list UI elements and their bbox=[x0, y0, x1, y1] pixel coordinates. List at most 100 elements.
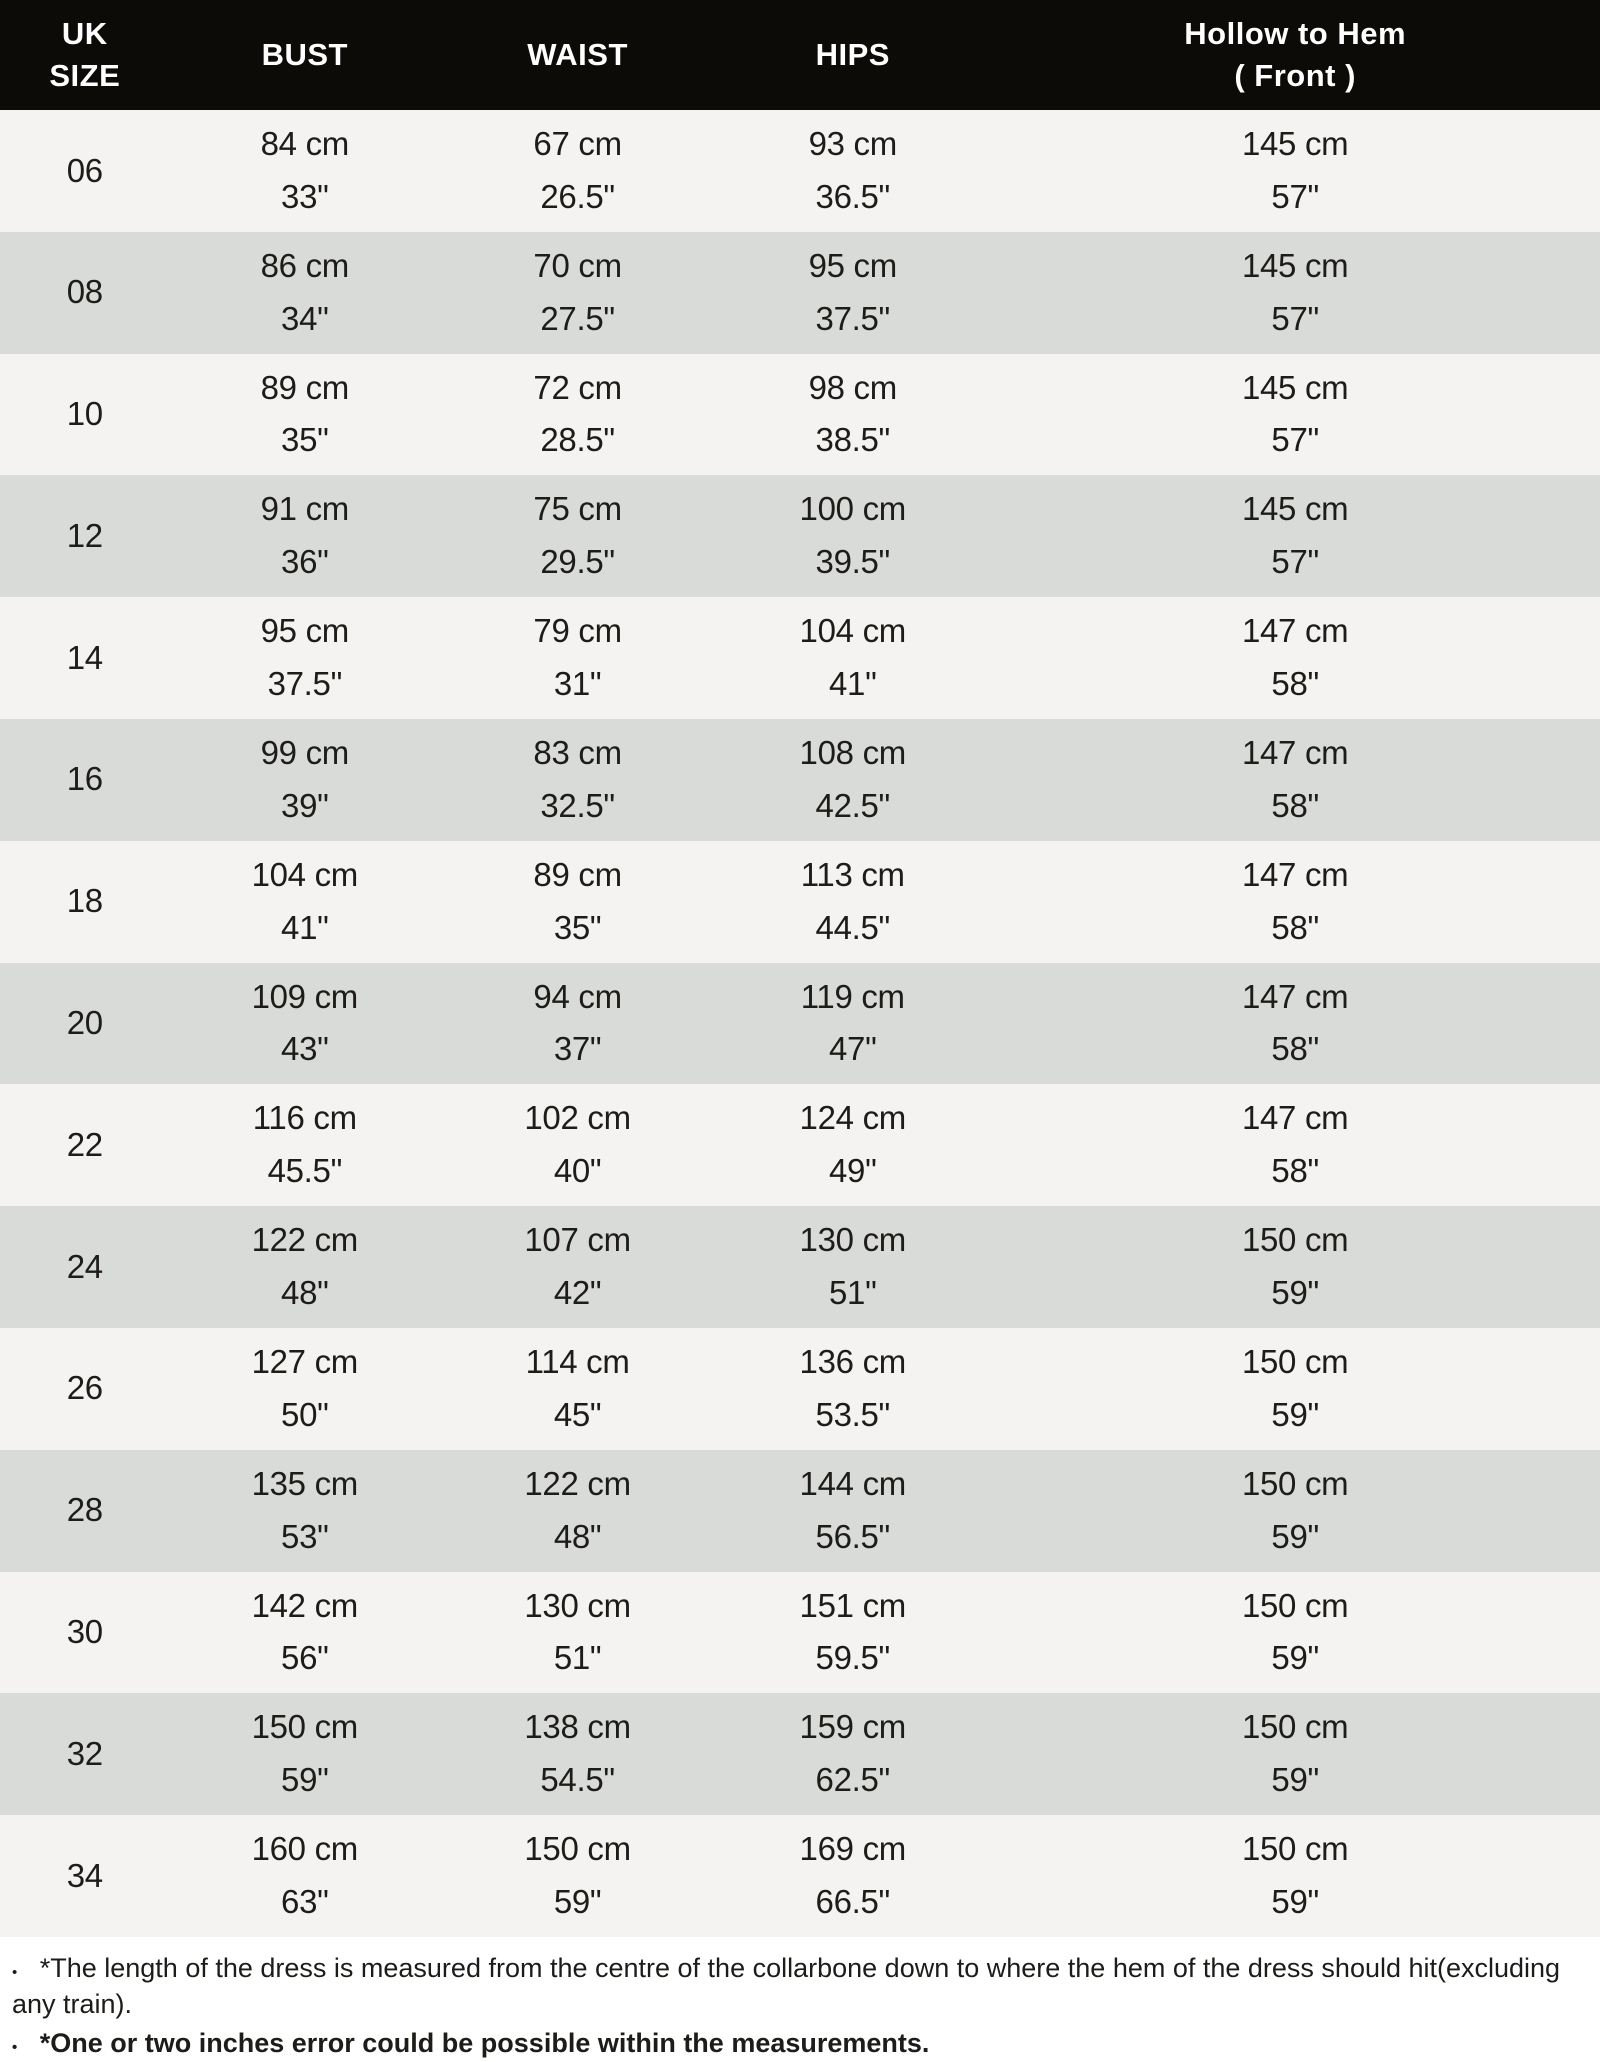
hips-in-value: 56.5" bbox=[815, 1517, 891, 1555]
hollow-in-value: 57" bbox=[1271, 543, 1319, 581]
hollow-in-value: 59" bbox=[1271, 1517, 1319, 1555]
cell-uk-size: 06 bbox=[0, 110, 170, 232]
waist-cm-value: 138 cm bbox=[524, 1708, 631, 1746]
waist-cm-value: 89 cm bbox=[533, 855, 622, 893]
cell-hips: 104 cm 41" bbox=[715, 597, 990, 719]
waist-in-value: 31" bbox=[553, 665, 602, 703]
hollow-cm-value: 147 cm bbox=[1241, 612, 1349, 650]
hollow-cm-value: 145 cm bbox=[1241, 125, 1349, 163]
bust-in-value: 34" bbox=[281, 299, 329, 337]
waist-cm-value: 94 cm bbox=[533, 977, 622, 1015]
hips-cm-value: 169 cm bbox=[799, 1830, 907, 1868]
table-row: 32 150 cm 59" 138 cm 54.5" 159 cm 62.5" … bbox=[0, 1693, 1600, 1816]
hollow-in-value: 57" bbox=[1271, 177, 1319, 215]
hollow-cm-value: 150 cm bbox=[1241, 1343, 1349, 1381]
cell-hips: 119 cm 47" bbox=[715, 963, 990, 1085]
cell-uk-size: 12 bbox=[0, 475, 170, 597]
hollow-in-value: 58" bbox=[1271, 786, 1319, 824]
waist-cm-value: 122 cm bbox=[524, 1464, 631, 1502]
footnote-measurement-error: *One or two inches error could be possib… bbox=[12, 2026, 1576, 2062]
waist-in-value: 32.5" bbox=[540, 786, 615, 824]
cell-waist: 75 cm 29.5" bbox=[440, 475, 715, 597]
cell-waist: 83 cm 32.5" bbox=[440, 719, 715, 841]
bust-cm-value: 95 cm bbox=[260, 612, 350, 650]
bust-in-value: 36" bbox=[281, 543, 329, 581]
bust-in-value: 53" bbox=[281, 1517, 329, 1555]
hips-cm-value: 108 cm bbox=[799, 734, 907, 772]
uk-size-value: 34 bbox=[66, 1856, 103, 1894]
uk-size-value: 20 bbox=[66, 1004, 103, 1042]
waist-cm-value: 75 cm bbox=[533, 490, 622, 528]
bust-cm-value: 122 cm bbox=[251, 1221, 359, 1259]
table-row: 06 84 cm 33" 67 cm 26.5" 93 cm 36.5" 145… bbox=[0, 110, 1600, 232]
cell-hips: 169 cm 66.5" bbox=[715, 1815, 990, 1937]
bust-in-value: 43" bbox=[281, 1030, 329, 1068]
bust-in-value: 39" bbox=[281, 786, 329, 824]
uk-size-value: 08 bbox=[66, 273, 103, 311]
cell-waist: 70 cm 27.5" bbox=[440, 232, 715, 354]
hips-cm-value: 130 cm bbox=[799, 1221, 907, 1259]
hollow-cm-value: 150 cm bbox=[1241, 1221, 1349, 1259]
cell-uk-size: 16 bbox=[0, 719, 170, 841]
cell-bust: 86 cm 34" bbox=[170, 232, 440, 354]
hips-in-value: 53.5" bbox=[815, 1395, 891, 1433]
cell-bust: 135 cm 53" bbox=[170, 1450, 440, 1572]
waist-in-value: 35" bbox=[553, 908, 602, 946]
cell-uk-size: 30 bbox=[0, 1572, 170, 1694]
header-label-line: UK bbox=[61, 16, 108, 52]
hips-in-value: 47" bbox=[829, 1030, 877, 1068]
cell-hollow-to-hem: 145 cm 57" bbox=[990, 232, 1600, 354]
bust-in-value: 35" bbox=[281, 421, 329, 459]
cell-bust: 150 cm 59" bbox=[170, 1693, 440, 1815]
waist-cm-value: 79 cm bbox=[533, 612, 622, 650]
cell-uk-size: 14 bbox=[0, 597, 170, 719]
hips-in-value: 59.5" bbox=[815, 1639, 891, 1677]
hollow-in-value: 58" bbox=[1271, 665, 1319, 703]
hollow-cm-value: 150 cm bbox=[1241, 1586, 1349, 1624]
waist-cm-value: 67 cm bbox=[533, 125, 622, 163]
hollow-cm-value: 150 cm bbox=[1241, 1708, 1349, 1746]
waist-cm-value: 72 cm bbox=[533, 368, 622, 406]
header-label: WAIST bbox=[527, 37, 628, 73]
header-label: HIPS bbox=[815, 37, 890, 73]
cell-hollow-to-hem: 147 cm 58" bbox=[990, 1084, 1600, 1206]
header-label-line: ( Front ) bbox=[1234, 58, 1356, 93]
cell-hollow-to-hem: 147 cm 58" bbox=[990, 841, 1600, 963]
waist-cm-value: 107 cm bbox=[524, 1221, 631, 1259]
uk-size-value: 24 bbox=[66, 1247, 103, 1285]
cell-bust: 116 cm 45.5" bbox=[170, 1084, 440, 1206]
hollow-cm-value: 150 cm bbox=[1241, 1830, 1349, 1868]
cell-uk-size: 28 bbox=[0, 1450, 170, 1572]
table-row: 34 160 cm 63" 150 cm 59" 169 cm 66.5" 15… bbox=[0, 1815, 1600, 1937]
bust-cm-value: 160 cm bbox=[251, 1830, 359, 1868]
bust-in-value: 41" bbox=[281, 908, 329, 946]
cell-uk-size: 24 bbox=[0, 1206, 170, 1328]
column-header-uk-size: UK SIZE bbox=[0, 0, 170, 110]
waist-cm-value: 114 cm bbox=[525, 1343, 630, 1381]
cell-hollow-to-hem: 147 cm 58" bbox=[990, 719, 1600, 841]
bust-cm-value: 91 cm bbox=[260, 490, 350, 528]
waist-cm-value: 102 cm bbox=[524, 1099, 631, 1137]
cell-waist: 72 cm 28.5" bbox=[440, 354, 715, 476]
hollow-in-value: 59" bbox=[1271, 1639, 1319, 1677]
bust-cm-value: 109 cm bbox=[251, 977, 359, 1015]
table-row: 24 122 cm 48" 107 cm 42" 130 cm 51" 150 … bbox=[0, 1206, 1600, 1328]
cell-hollow-to-hem: 150 cm 59" bbox=[990, 1328, 1600, 1450]
hips-in-value: 66.5" bbox=[815, 1883, 891, 1921]
cell-waist: 130 cm 51" bbox=[440, 1572, 715, 1694]
hips-cm-value: 104 cm bbox=[799, 612, 907, 650]
cell-bust: 104 cm 41" bbox=[170, 841, 440, 963]
hips-cm-value: 159 cm bbox=[799, 1708, 907, 1746]
hips-cm-value: 136 cm bbox=[799, 1343, 907, 1381]
table-row: 16 99 cm 39" 83 cm 32.5" 108 cm 42.5" 14… bbox=[0, 718, 1600, 841]
waist-cm-value: 83 cm bbox=[533, 734, 622, 772]
hips-cm-value: 151 cm bbox=[799, 1586, 907, 1624]
uk-size-value: 32 bbox=[66, 1734, 103, 1772]
hollow-cm-value: 147 cm bbox=[1241, 734, 1349, 772]
hollow-cm-value: 145 cm bbox=[1241, 490, 1349, 528]
waist-cm-value: 70 cm bbox=[533, 246, 622, 284]
cell-bust: 95 cm 37.5" bbox=[170, 597, 440, 719]
hips-in-value: 44.5" bbox=[815, 908, 891, 946]
cell-hips: 151 cm 59.5" bbox=[715, 1572, 990, 1694]
cell-hollow-to-hem: 145 cm 57" bbox=[990, 110, 1600, 232]
